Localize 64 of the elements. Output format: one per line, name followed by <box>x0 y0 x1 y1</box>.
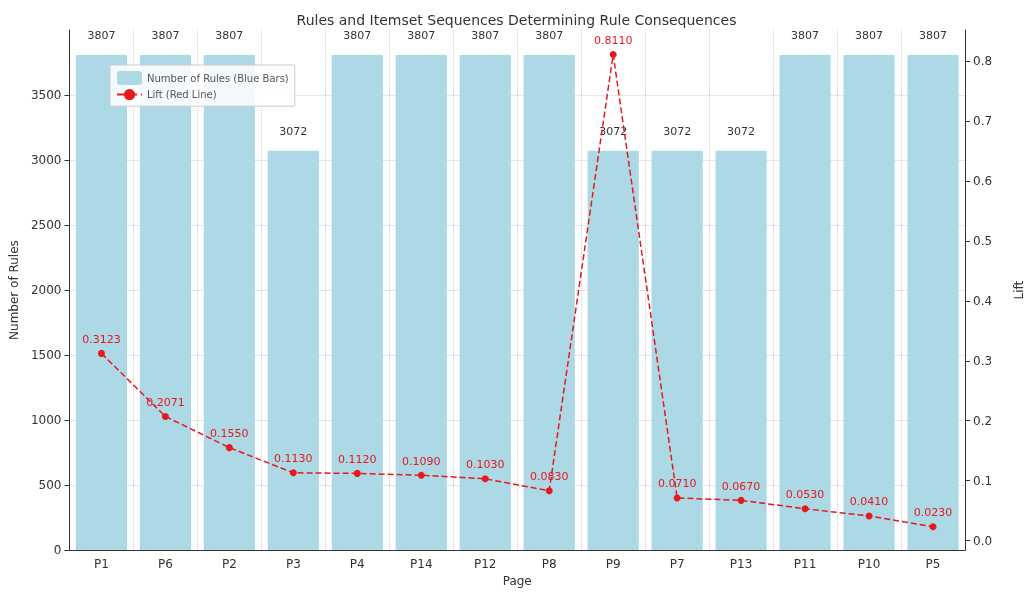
y-tick-label: 2500 <box>30 218 62 233</box>
chart-title: Rules and Itemset Sequences Determining Rule Consequences <box>296 12 737 28</box>
x-tick-label: P3 <box>285 557 301 572</box>
data-label: 0.0830 <box>529 470 569 484</box>
data-label: 3807 <box>407 29 436 43</box>
y2-axis-title: Lift <box>1012 280 1026 300</box>
x-tick-label: P8 <box>541 557 557 572</box>
x-axis-title: Page <box>502 574 532 588</box>
data-label: 3807 <box>215 29 244 43</box>
legend-label: Number of Rules (Blue Bars) <box>147 72 289 84</box>
data-label: 0.8110 <box>593 34 633 48</box>
x-tick-label: P9 <box>605 557 621 572</box>
y2-tick-label: 0.8 <box>973 54 993 69</box>
x-tick-label: P5 <box>925 557 941 572</box>
x-tick-label: P11 <box>793 557 817 572</box>
data-label: 3807 <box>343 29 372 43</box>
y-tick-label: 2000 <box>30 283 62 298</box>
data-label: 3807 <box>919 29 948 43</box>
y2-tick-label: 0.4 <box>973 293 993 308</box>
data-label: 3807 <box>791 29 820 43</box>
data-label: 3807 <box>535 29 564 43</box>
y2-tick-label: 0.5 <box>973 233 993 248</box>
y-tick-label: 1500 <box>30 348 62 363</box>
data-label: 3072 <box>727 124 756 138</box>
data-label: 0.0530 <box>785 488 825 502</box>
y-tick-label: 1000 <box>30 413 62 428</box>
x-tick-label: P14 <box>410 557 433 572</box>
data-label: 3807 <box>471 29 500 43</box>
x-tick-label: P4 <box>349 557 365 572</box>
y2-tick-label: 0.6 <box>973 174 993 188</box>
y-tick-label: 3000 <box>30 153 62 168</box>
y-tick-label: 500 <box>38 478 62 493</box>
data-label: 0.3123 <box>82 332 121 346</box>
y2-tick-label: 0.7 <box>973 114 993 129</box>
legend-label: Lift (Red Line) <box>147 89 217 101</box>
x-tick-label: P10 <box>857 557 881 572</box>
y2-tick-label: 0.3 <box>973 353 993 368</box>
data-label: 0.1030 <box>465 458 505 472</box>
data-label: 0.0410 <box>849 495 889 509</box>
data-label: 0.1120 <box>338 452 377 466</box>
x-tick-label: P6 <box>157 557 173 572</box>
y-tick-label: 3500 <box>30 88 62 103</box>
x-tick-label: P12 <box>473 557 497 572</box>
data-label: 0.1090 <box>402 454 441 468</box>
x-tick-label: P13 <box>729 557 753 572</box>
x-tick-label: P1 <box>93 557 109 572</box>
data-label: 0.0230 <box>913 506 953 520</box>
data-label: 0.0710 <box>657 477 697 491</box>
x-tick-label: P2 <box>221 557 237 572</box>
data-label: 0.1550 <box>210 427 249 441</box>
x-tick-label: P7 <box>669 557 685 572</box>
data-label: 3072 <box>279 124 308 138</box>
data-label: 3807 <box>151 29 180 43</box>
data-label: 3807 <box>87 29 116 43</box>
data-label: 0.1130 <box>274 452 313 466</box>
y2-tick-label: 0.1 <box>973 473 993 488</box>
data-label: 0.0670 <box>721 479 761 493</box>
data-label: 0.2071 <box>146 395 185 409</box>
y2-tick-label: 0.0 <box>973 533 993 548</box>
y-tick-label: 0 <box>53 543 62 558</box>
data-label: 3072 <box>663 124 692 138</box>
data-label: 3807 <box>855 29 884 43</box>
y-axis-title: Number of Rules <box>7 240 21 340</box>
y2-tick-label: 0.2 <box>973 413 993 428</box>
